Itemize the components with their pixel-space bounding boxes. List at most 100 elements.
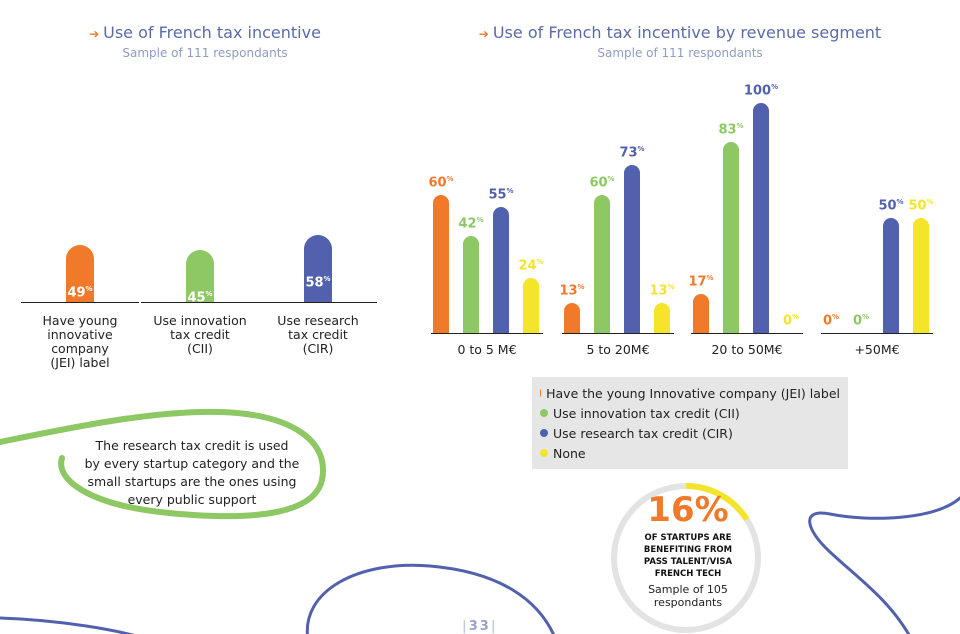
right-bar-value-label: 17% (688, 273, 714, 290)
left-category-label-line: tax credit (288, 327, 348, 342)
percent-sign: % (771, 83, 779, 91)
right-bar (883, 218, 899, 333)
right-bar-value-label: 60% (589, 175, 615, 191)
note-line: small startups are the ones using (87, 474, 297, 489)
note-line: by every startup category and the (84, 456, 300, 471)
left-bar-value-label: 49% (67, 285, 93, 301)
left-bar (66, 245, 94, 302)
right-chart-title-text: Use of French tax incentive by revenue s… (492, 23, 882, 42)
right-bar (564, 303, 580, 333)
right-bar (913, 218, 929, 333)
right-bar-value-label: 24% (518, 257, 544, 274)
right-bar-value-label: 50% (908, 198, 934, 214)
percent-sign: % (706, 273, 714, 282)
stat-progress-ring (611, 483, 761, 633)
right-bar (693, 293, 709, 333)
legend-item-cir: Use research tax credit (CIR) (540, 423, 840, 443)
right-bar-value-label: 55% (488, 186, 514, 202)
right-chart-title: ➔ Use of French tax incentive by revenue … (470, 23, 890, 42)
left-category-label-line: tax credit (170, 327, 230, 342)
left-category-label-line: (CIR) (302, 341, 334, 356)
left-category-label-line: Use innovation (153, 313, 247, 328)
right-axis-segment (821, 333, 933, 334)
percent-sign: % (926, 198, 934, 206)
left-category-label-line: Use research (277, 313, 359, 328)
stat-caption-line: OF STARTUPS ARE (644, 533, 732, 543)
left-category-label: Use innovation tax credit (CII) (140, 314, 260, 356)
legend-label-none: None (553, 445, 586, 461)
left-bar (186, 249, 214, 302)
left-chart-title-text: Use of French tax incentive (103, 23, 321, 42)
left-category-label: Use research tax credit (CIR) (258, 314, 378, 356)
green-loop-squiggle (0, 408, 326, 520)
right-bar-value-label: 50% (878, 198, 904, 214)
left-category-label-line: Have young (42, 313, 118, 328)
stat-sample: Sample of 105 respondants (608, 583, 768, 609)
right-bar-value-label: 13% (649, 283, 675, 299)
stat-percentage: 16% (647, 490, 729, 530)
note-line: The research tax credit is used (95, 438, 289, 453)
right-bar-value-label: 42% (458, 216, 484, 232)
percent-sign: % (577, 283, 585, 292)
left-axis-segment (259, 302, 377, 303)
legend-label-cir: Use research tax credit (CIR) (553, 425, 733, 441)
percent-sign: % (607, 175, 615, 183)
right-axis-segment (691, 333, 803, 334)
left-chart-title: ➔ Use of French tax incentive (60, 23, 350, 42)
right-chart-subtitle: Sample of 111 respondants (597, 46, 763, 60)
right-bar-value-label: 0% (852, 313, 870, 329)
right-bar-value-label: 13% (559, 283, 585, 299)
right-category-label: +50M€ (854, 342, 900, 357)
left-chart-subtitle: Sample of 111 respondants (122, 46, 288, 60)
right-category-label: 20 to 50M€ (711, 342, 783, 357)
right-bar-value-label: 100% (743, 83, 779, 99)
legend-dot-jei (540, 389, 542, 397)
right-bar-value-label: 0% (782, 313, 800, 329)
percent-sign: % (476, 216, 484, 225)
percent-sign: % (667, 283, 675, 292)
right-category-label: 0 to 5 M€ (457, 342, 517, 357)
percent-sign: % (862, 313, 870, 321)
note-line: every public support (127, 492, 257, 507)
right-bar (493, 206, 509, 333)
page-number-divider: | (462, 619, 469, 634)
percent-sign: % (832, 313, 840, 321)
percent-sign: % (896, 198, 904, 206)
percent-sign: % (205, 289, 213, 298)
legend-dot-cir (540, 429, 548, 437)
left-bar-value-label: 45% (187, 289, 213, 305)
right-axis-segment (431, 333, 543, 334)
right-bar (523, 277, 539, 333)
right-bar-chart: 60% 42% 55% 24% 0 to 5 M€ 13% 60% 73% 13% 5 to 20… (428, 83, 934, 357)
right-bar-value-label: 73% (619, 145, 645, 161)
legend-item-none: None (540, 443, 840, 463)
research-tax-credit-note: The research tax credit is used by every… (72, 437, 312, 509)
left-bar-chart: 49% Have young innovative company (JEI) labe… (0, 0, 400, 400)
left-bar (304, 234, 332, 302)
blue-squiggle-bottom-left (0, 616, 135, 634)
blue-squiggle-bottom-middle (305, 563, 555, 634)
left-category-label-line: company (51, 341, 109, 356)
page-number-divider: | (490, 619, 498, 634)
right-bar (624, 165, 640, 333)
percent-sign: % (446, 175, 454, 183)
blue-squiggle-bottom-right (808, 496, 960, 634)
left-category-label-line: (JEI) label (50, 355, 110, 370)
legend-item-cii: Use innovation tax credit (CII) (540, 403, 840, 423)
legend-label-jei: Have the young Innovative company (JEI) … (546, 385, 840, 401)
left-category-label-line: (CII) (187, 341, 213, 356)
right-bar (433, 195, 449, 333)
left-category-label: Have young innovative company (JEI) label (20, 314, 140, 370)
stat-sample-line: respondants (653, 596, 723, 609)
right-axis-segment (562, 333, 674, 334)
stat-sample-line: Sample of 105 (648, 583, 728, 596)
page-number-text: 33 (468, 619, 491, 634)
page-number: |33| (462, 619, 498, 634)
percent-sign: % (506, 186, 514, 195)
right-bar-value-label: 83% (718, 122, 744, 138)
percent-sign: % (323, 274, 331, 283)
stat-caption-line: PASS TALENT/VISA (643, 557, 733, 567)
stat-caption-line: BENEFITING FROM (643, 545, 733, 555)
arrow-icon: ➔ (478, 27, 489, 41)
